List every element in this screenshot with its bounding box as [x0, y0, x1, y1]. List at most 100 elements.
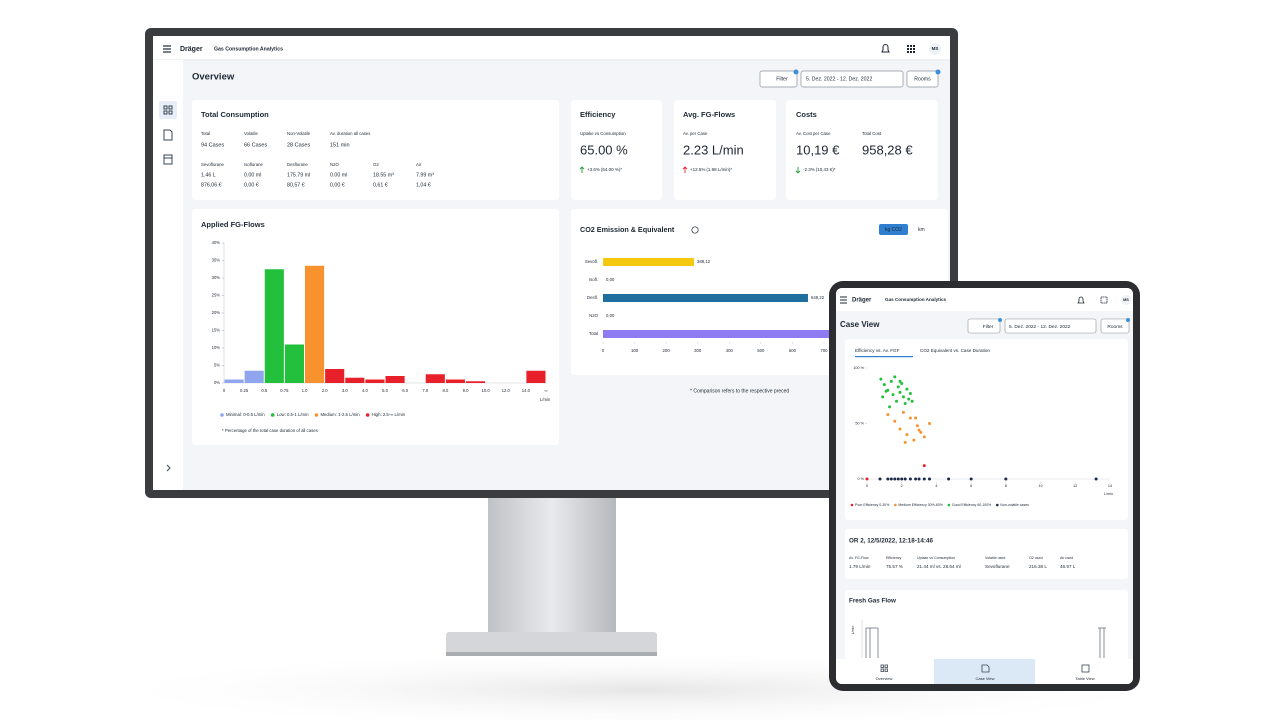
rooms-button[interactable]	[1100, 318, 1130, 334]
x-tick-label: 1.0	[302, 388, 308, 393]
bar	[325, 369, 345, 383]
scatter-point	[917, 477, 921, 481]
metric-value: 66 Cases	[244, 142, 267, 148]
x-tick-label: 6.0	[402, 388, 408, 393]
rooms-label: Rooms	[914, 76, 931, 82]
bar	[284, 344, 304, 383]
legend-marker	[314, 413, 319, 417]
apps-icon[interactable]	[1100, 296, 1108, 304]
x-tick-label: 14.0	[522, 388, 531, 393]
rooms-label: Rooms	[1107, 324, 1123, 330]
bar	[305, 265, 325, 383]
info-icon[interactable]	[691, 226, 699, 234]
scatter-point	[927, 422, 931, 425]
metric-label: Non-Volatile	[287, 131, 311, 136]
menu-icon[interactable]	[163, 45, 171, 53]
date-button[interactable]	[1004, 318, 1097, 334]
date-button[interactable]	[800, 70, 904, 88]
kpi-label: Av. per Case	[683, 131, 708, 136]
legend-marker	[365, 413, 370, 417]
filter-button[interactable]	[759, 70, 798, 88]
scatter-point	[865, 477, 869, 481]
brand: Dräger	[852, 298, 872, 304]
filter-label: Filter	[983, 324, 994, 330]
trend-previous: (10,43 €)*	[816, 167, 836, 172]
avatar[interactable]	[1121, 295, 1131, 305]
filter-button[interactable]	[967, 318, 1001, 334]
nav-label[interactable]: Overview	[876, 676, 893, 681]
value-label: 0,00	[606, 313, 615, 318]
bell-icon[interactable]	[1077, 296, 1085, 304]
sidebar-icons[interactable]	[163, 105, 173, 472]
gas-label: Sevoflurane	[201, 162, 225, 167]
metric-label: Av. duration all cases	[330, 131, 370, 136]
avatar[interactable]	[929, 43, 941, 55]
card	[845, 590, 1128, 660]
nav-icons[interactable]	[880, 664, 1090, 673]
gas-amount: 0.00 ml	[244, 172, 261, 178]
field-label: Av. FG-Flow	[849, 556, 869, 560]
rooms-button[interactable]	[906, 70, 939, 88]
badge	[793, 69, 799, 75]
user-initials: MS	[932, 46, 939, 51]
y-tick-label: 35%	[212, 258, 221, 263]
scatter-point	[886, 477, 890, 481]
bell-icon[interactable]	[881, 44, 890, 53]
x-tick-label: 5.0	[382, 388, 388, 393]
scatter-point	[905, 387, 909, 391]
x-tick-label: 600	[789, 348, 797, 353]
tab: CO2 Equivalent vs. Case Duration	[920, 348, 990, 353]
kpi-value: 65.00 %	[580, 142, 628, 157]
page-title: Case View	[840, 320, 880, 329]
bar	[365, 379, 385, 383]
scatter-point	[922, 464, 926, 468]
bar	[603, 294, 808, 302]
card-title: Efficiency	[580, 110, 616, 119]
scatter-point	[903, 440, 907, 444]
bar	[603, 258, 694, 266]
kpi-label: Av. Cost per Case	[796, 131, 831, 136]
scatter-point	[900, 382, 904, 386]
field-value: 75.57 %	[886, 564, 903, 569]
unit-toggle-active[interactable]	[879, 224, 908, 235]
app-title: Gas Consumption Analytics	[885, 297, 947, 302]
y-tick-label: 0 %	[857, 477, 864, 481]
scatter-point	[888, 405, 892, 409]
card-title: Fresh Gas Flow	[849, 598, 896, 605]
scatter-point	[889, 477, 893, 481]
x-tick-label: 8.0	[442, 388, 448, 393]
nav-label[interactable]: Table View	[1075, 676, 1094, 681]
x-tick-label: 2	[901, 484, 903, 488]
apps-icon[interactable]	[907, 45, 915, 53]
card-title: Avg. FG-Flows	[683, 110, 735, 119]
menu-icon[interactable]	[840, 296, 847, 304]
date-range: 5. Dez. 2022 - 12. Dez. 2022	[1009, 324, 1071, 330]
unit-option: kg CO2	[885, 227, 902, 233]
scatter-point	[881, 395, 885, 399]
scatter-point	[914, 477, 918, 481]
trend-previous: (1.98 L/min)*	[706, 167, 732, 172]
flow-traces	[861, 620, 1106, 658]
unit-option: km	[918, 227, 925, 233]
category-label: Isofl.	[589, 277, 598, 282]
sidebar	[153, 60, 183, 490]
app-title: Gas Consumption Analytics	[214, 46, 283, 52]
scatter-point	[893, 419, 897, 423]
field-value: 216.38 L	[1029, 564, 1047, 569]
metric-label: Total	[201, 131, 210, 136]
nav-label[interactable]: Case View	[975, 676, 994, 681]
footnote: * Comparison refers to the respective pr…	[690, 388, 789, 394]
x-tick-label: 500	[757, 348, 765, 353]
field-value: 1.79 L/min	[849, 564, 871, 569]
scatter-point	[889, 379, 893, 383]
scatter-point	[908, 416, 912, 420]
kpi-label: Total Cost	[862, 131, 882, 136]
user-initials: MS	[1123, 298, 1129, 302]
scatter-point	[908, 392, 912, 396]
gas-cost: 876,06 €	[201, 182, 222, 188]
trend-arrow	[579, 166, 585, 173]
bar	[345, 377, 365, 383]
x-tick-label: 100	[631, 348, 639, 353]
